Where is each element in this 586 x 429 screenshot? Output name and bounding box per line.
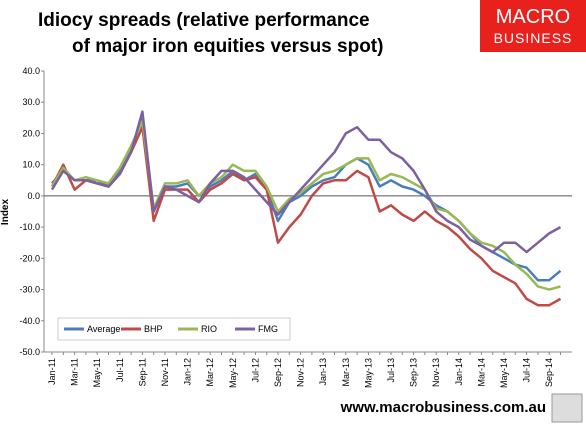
- x-tick-label: Jan-14: [454, 358, 464, 386]
- x-tick-label: Jul-12: [250, 358, 260, 383]
- x-tick-label: Nov-13: [431, 358, 441, 387]
- x-tick-label: Sep-11: [137, 358, 147, 386]
- x-tick-label: Nov-12: [296, 358, 306, 387]
- series-line: [51, 116, 562, 282]
- series-line: [50, 110, 562, 254]
- x-tick-label: Jul-14: [522, 358, 532, 383]
- x-tick-label: Mar-14: [476, 358, 486, 387]
- legend-label: RIO: [201, 324, 217, 334]
- x-tick-label: Sep-13: [409, 358, 419, 387]
- x-tick-label: Mar-12: [205, 358, 215, 387]
- logo: [480, 0, 586, 52]
- x-tick-label: Mar-11: [70, 358, 80, 386]
- y-tick-label: -50.0: [19, 347, 40, 357]
- x-tick-label: Jan-13: [318, 358, 328, 386]
- y-tick-label: 40.0: [22, 66, 40, 76]
- x-tick-label: Nov-11: [160, 358, 170, 386]
- x-tick-label: Jul-13: [386, 358, 396, 383]
- y-tick-label: -40.0: [19, 316, 40, 326]
- y-tick-label: -20.0: [19, 253, 40, 263]
- series-line: [50, 125, 562, 307]
- legend-label: BHP: [144, 324, 163, 334]
- chart-title: Idiocy spreads (relative performance: [38, 10, 370, 31]
- legend-label: FMG: [258, 324, 278, 334]
- logo-icon: [551, 393, 583, 423]
- x-tick-label: May-14: [499, 358, 509, 388]
- x-tick-label: May-13: [363, 358, 373, 388]
- legend-box: [57, 317, 291, 341]
- logo-text: MACRO: [496, 6, 570, 28]
- x-tick-label: Mar-13: [341, 358, 351, 387]
- url: www.macrobusiness.com.au: [340, 399, 546, 416]
- x-tick-label: May-11: [92, 358, 102, 387]
- chart-title: of major iron equities versus spot): [72, 36, 383, 57]
- y-tick-label: -30.0: [19, 285, 40, 295]
- y-tick-label: 20.0: [22, 128, 40, 138]
- x-tick-label: May-12: [228, 358, 238, 388]
- x-tick-label: Sep-14: [544, 358, 554, 387]
- y-tick-label: 0.0: [27, 191, 40, 201]
- y-tick-label: 30.0: [22, 97, 40, 107]
- y-tick-label: 10.0: [22, 160, 40, 170]
- x-tick-label: Jan-11: [47, 358, 57, 385]
- logo-text: BUSINESS: [494, 30, 573, 46]
- y-axis-label: Index: [0, 199, 11, 226]
- y-tick-label: -10.0: [19, 222, 40, 232]
- x-tick-label: Jul-11: [115, 358, 125, 382]
- x-tick-label: Sep-12: [273, 358, 283, 387]
- x-tick-label: Jan-12: [183, 358, 193, 386]
- legend-label: Average: [87, 324, 120, 334]
